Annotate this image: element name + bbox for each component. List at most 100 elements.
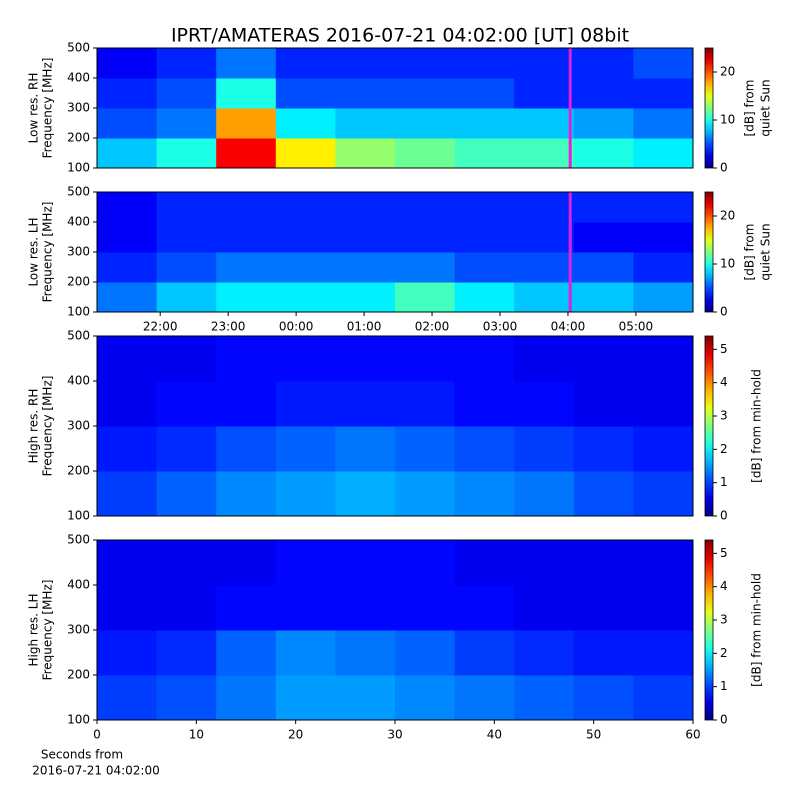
y-tick-label: 200	[67, 668, 90, 682]
heatmap-cell	[454, 138, 515, 169]
y-tick-label: 200	[67, 275, 90, 289]
x-tick-label: 20	[288, 728, 303, 742]
heatmap-cell	[454, 381, 515, 427]
colorbar-tick-label: 4	[720, 375, 728, 389]
heatmap-cell	[395, 282, 456, 313]
x-axis-label: Seconds from	[41, 748, 123, 762]
heatmap-cell	[514, 426, 575, 472]
x-axis-label: 2016-07-21 04:02:00	[32, 764, 159, 778]
heatmap-cell	[335, 630, 396, 676]
heatmap-cell	[216, 252, 277, 283]
colorbar-tick-label: 3	[720, 613, 728, 627]
y-tick-label: 400	[67, 71, 90, 85]
heatmap-cell	[573, 336, 634, 382]
heatmap-cell	[395, 252, 456, 283]
heatmap-cell	[454, 426, 515, 472]
heatmap-cell	[97, 336, 158, 382]
heatmap-cell	[97, 282, 158, 313]
heatmap-cell	[395, 585, 456, 631]
y-tick-label: 200	[67, 131, 90, 145]
colorbar	[704, 539, 714, 721]
heatmap-cell	[156, 426, 217, 472]
heatmap-cell	[573, 108, 634, 139]
heatmap-cell	[335, 282, 396, 313]
colorbar-tick-label: 0	[720, 713, 728, 727]
heatmap-cell	[395, 192, 456, 223]
heatmap-cell	[335, 426, 396, 472]
colorbar-tick-label: 1	[720, 679, 728, 693]
colorbar-label: quiet Sun	[759, 79, 773, 136]
heatmap-cell	[216, 138, 277, 169]
y-tick-label: 400	[67, 578, 90, 592]
heatmap-cell	[633, 222, 694, 253]
heatmap-cell	[275, 381, 336, 427]
heatmap-cell	[454, 675, 515, 721]
heatmap-cell	[275, 630, 336, 676]
heatmap-cell	[97, 585, 158, 631]
x-tick-label: 00:00	[279, 320, 314, 334]
heatmap-cell	[395, 222, 456, 253]
heatmap-cell	[573, 48, 634, 79]
heatmap-cell	[454, 108, 515, 139]
colorbar-tick-label: 5	[720, 342, 728, 356]
colorbar-label: quiet Sun	[759, 223, 773, 280]
heatmap-cell	[156, 630, 217, 676]
heatmap-cell	[97, 426, 158, 472]
heatmap-cell	[156, 138, 217, 169]
heatmap-cell	[275, 336, 336, 382]
colorbar-tick-label: 0	[720, 161, 728, 175]
heatmap-cell	[514, 471, 575, 517]
heatmap-cell	[156, 108, 217, 139]
heatmap-cell	[395, 138, 456, 169]
heatmap-cell	[335, 222, 396, 253]
heatmap-cell	[514, 630, 575, 676]
heatmap-cell	[514, 381, 575, 427]
heatmap-cell	[156, 675, 217, 721]
heatmap-cell	[335, 192, 396, 223]
heatmap-cell	[335, 48, 396, 79]
heatmap-cell	[573, 585, 634, 631]
heatmap-cell	[97, 138, 158, 169]
heatmap-cell	[156, 192, 217, 223]
heatmap-cell	[97, 192, 158, 223]
heatmap-cell	[335, 585, 396, 631]
heatmap-cell	[216, 336, 277, 382]
heatmap-cell	[275, 222, 336, 253]
heatmap-cell	[335, 138, 396, 169]
x-tick-label: 22:00	[143, 320, 178, 334]
x-tick-label: 50	[586, 728, 601, 742]
heatmap-cell	[335, 675, 396, 721]
heatmap-cell	[573, 675, 634, 721]
heatmap-cell	[573, 252, 634, 283]
heatmap-cell	[633, 426, 694, 472]
heatmap-cell	[395, 540, 456, 586]
heatmap-cell	[97, 471, 158, 517]
heatmap-cell	[216, 282, 277, 313]
y-tick-label: 500	[67, 329, 90, 343]
heatmap-cell	[454, 585, 515, 631]
x-tick-label: 03:00	[483, 320, 518, 334]
colorbar-tick-label: 1	[720, 475, 728, 489]
colorbar-tick-label: 4	[720, 579, 728, 593]
heatmap-cell	[573, 192, 634, 223]
heatmap-cell	[156, 381, 217, 427]
heatmap-cell	[573, 540, 634, 586]
colorbar-tick-label: 10	[720, 257, 735, 271]
heatmap-cell	[573, 282, 634, 313]
heatmap-cell	[573, 381, 634, 427]
heatmap-cell	[156, 471, 217, 517]
colorbar-label: [dB] from	[743, 224, 757, 281]
heatmap-cell	[335, 336, 396, 382]
colorbar-tick-label: 0	[720, 305, 728, 319]
heatmap-cell	[514, 138, 575, 169]
heatmap-cell	[573, 222, 634, 253]
y-tick-label: 100	[67, 305, 90, 319]
heatmap-cell	[97, 675, 158, 721]
y-tick-label: 100	[67, 509, 90, 523]
heatmap-cell	[275, 138, 336, 169]
y-axis-label: Frequency [MHz]	[41, 580, 55, 681]
heatmap-cell	[156, 336, 217, 382]
heatmap-cell	[275, 675, 336, 721]
heatmap-cell	[395, 381, 456, 427]
